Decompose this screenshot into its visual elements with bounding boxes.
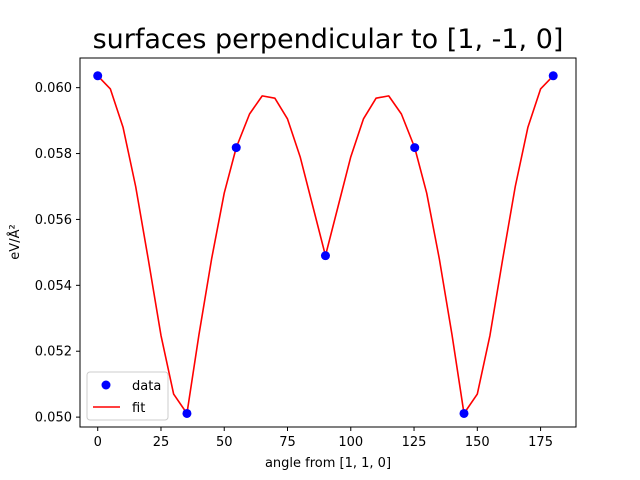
x-tick-label: 175 xyxy=(528,435,553,450)
x-tick-label: 25 xyxy=(153,435,170,450)
data-point xyxy=(182,408,192,418)
x-tick-label: 125 xyxy=(402,435,427,450)
y-tick-label: 0.054 xyxy=(35,279,72,294)
legend: data fit xyxy=(86,371,169,421)
legend-label-data: data xyxy=(132,379,161,394)
data-point xyxy=(93,71,103,81)
y-tick-label: 0.050 xyxy=(35,411,72,426)
data-point xyxy=(320,251,330,261)
data-series xyxy=(93,71,558,418)
y-tick-label: 0.060 xyxy=(35,81,72,96)
data-point xyxy=(459,408,469,418)
plot-frame xyxy=(79,57,577,428)
x-tick-label: 150 xyxy=(465,435,490,450)
y-tick-label: 0.056 xyxy=(35,213,72,228)
data-point xyxy=(231,143,241,153)
legend-label-fit: fit xyxy=(132,401,145,416)
data-point xyxy=(548,71,558,81)
y-axis-label: eV/Å² xyxy=(7,224,23,259)
data-point xyxy=(410,143,420,153)
chart-title: surfaces perpendicular to [1, -1, 0] xyxy=(93,24,564,55)
y-tick-label: 0.058 xyxy=(35,147,72,162)
plot-area xyxy=(80,58,576,427)
y-axis-ticks: 0.050 0.052 0.054 0.056 0.058 0.060 xyxy=(35,81,80,426)
x-tick-label: 75 xyxy=(279,435,296,450)
legend-marker-data xyxy=(101,380,111,390)
x-axis-label: angle from [1, 1, 0] xyxy=(265,456,391,471)
y-tick-label: 0.052 xyxy=(35,345,72,360)
x-tick-label: 100 xyxy=(338,435,363,450)
x-tick-label: 0 xyxy=(94,435,102,450)
x-axis-ticks: 0 25 50 75 100 125 150 175 xyxy=(94,427,553,450)
x-tick-label: 50 xyxy=(216,435,233,450)
